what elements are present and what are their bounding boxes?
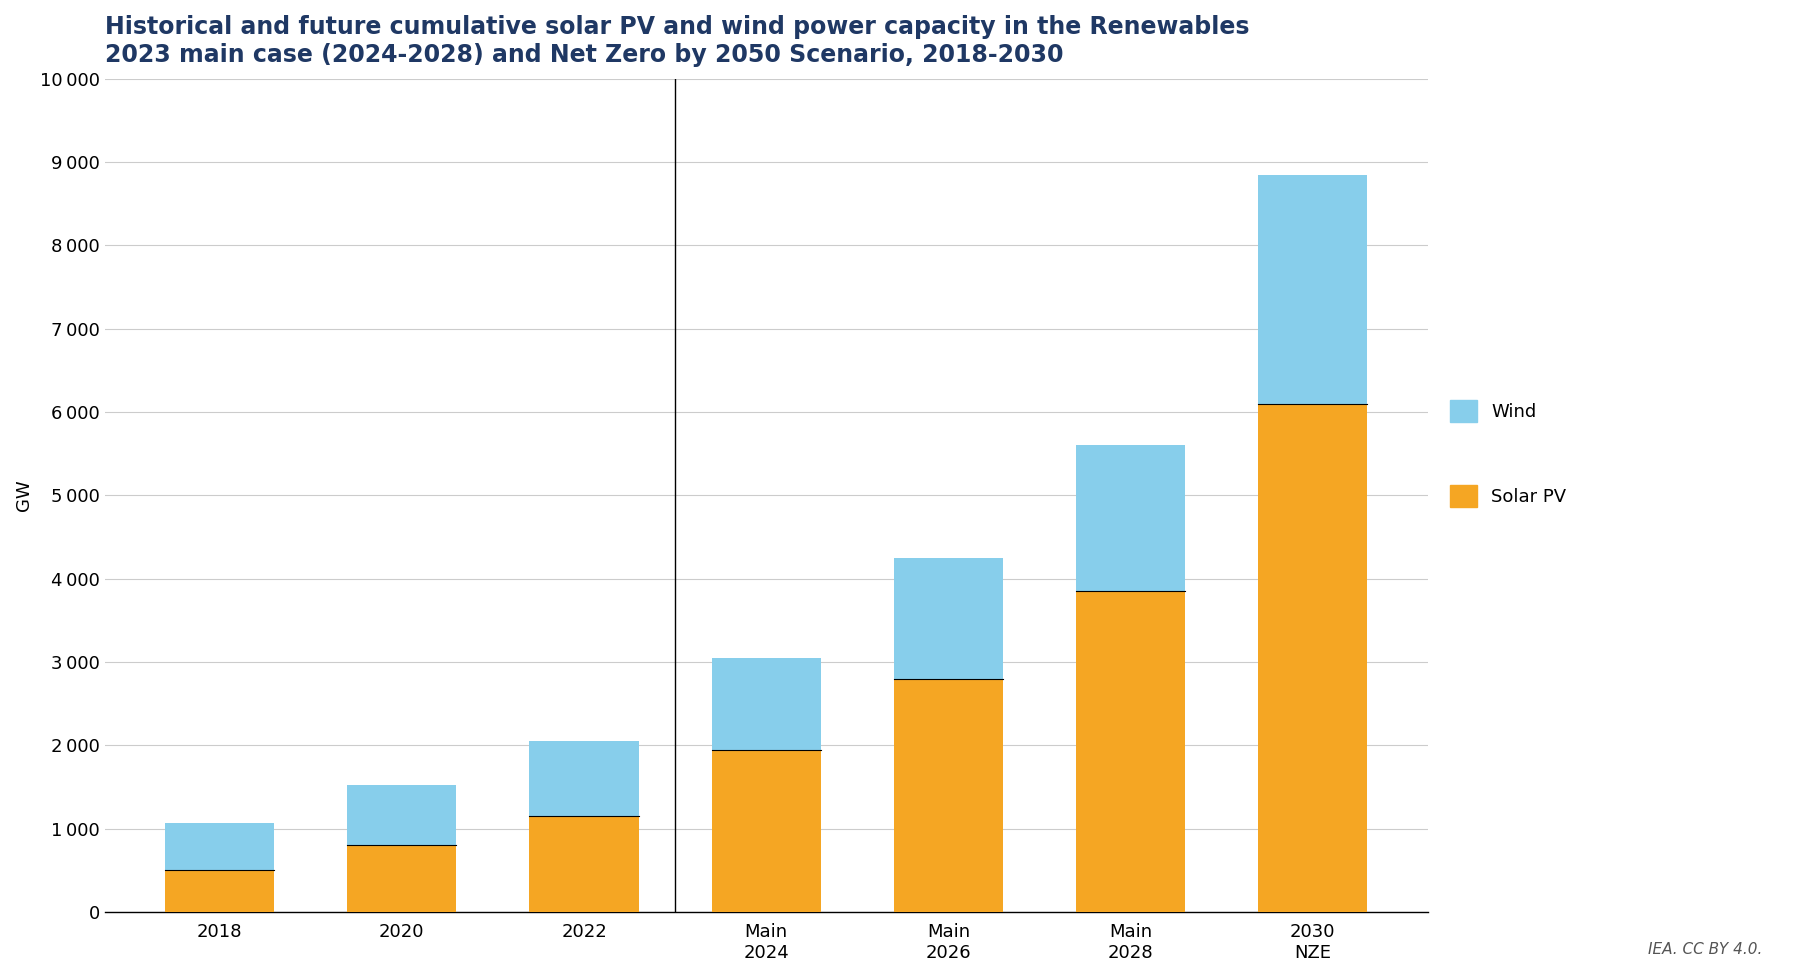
- Bar: [1259, 175, 1368, 404]
- Text: Historical and future cumulative solar PV and wind power capacity in the Renewab: Historical and future cumulative solar P…: [104, 15, 1250, 66]
- Bar: [1075, 446, 1185, 591]
- Bar: [347, 786, 457, 845]
- Bar: [894, 558, 1003, 679]
- Legend: Wind, Solar PV: Wind, Solar PV: [1449, 401, 1566, 507]
- Bar: [894, 679, 1003, 913]
- Bar: [529, 816, 638, 913]
- Bar: [165, 823, 275, 871]
- Bar: [165, 871, 275, 913]
- Y-axis label: GW: GW: [14, 480, 32, 511]
- Text: IEA. CC BY 4.0.: IEA. CC BY 4.0.: [1647, 943, 1762, 957]
- Bar: [347, 845, 457, 913]
- Bar: [712, 658, 822, 749]
- Bar: [1075, 591, 1185, 913]
- Bar: [1259, 404, 1368, 913]
- Bar: [529, 742, 638, 816]
- Bar: [712, 749, 822, 913]
